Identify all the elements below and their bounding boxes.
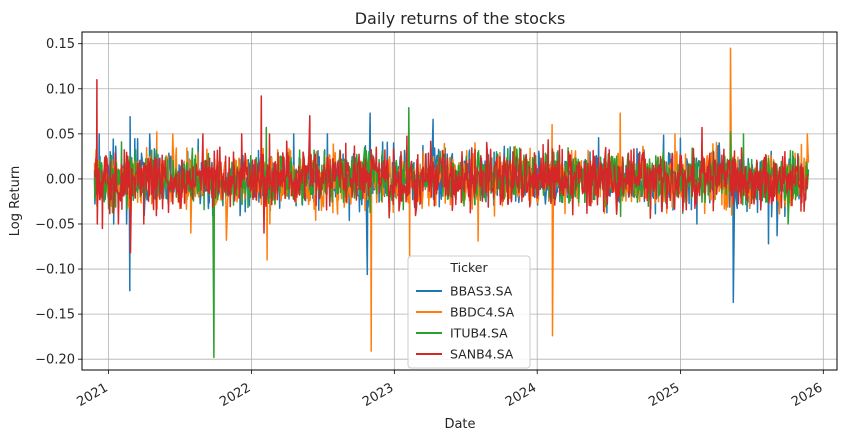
y-tick-label: −0.15 bbox=[35, 308, 75, 323]
legend-title: Ticker bbox=[449, 260, 488, 275]
legend-label: ITUB4.SA bbox=[450, 326, 508, 341]
legend-label: BBAS3.SA bbox=[450, 284, 513, 299]
chart-title: Daily returns of the stocks bbox=[355, 9, 566, 28]
y-axis-label: Log Return bbox=[8, 166, 23, 237]
x-axis-label: Date bbox=[444, 417, 475, 432]
legend-label: SANB4.SA bbox=[450, 347, 514, 362]
y-tick-label: 0.05 bbox=[46, 127, 75, 142]
y-tick-label: 0.15 bbox=[46, 37, 75, 52]
legend-box bbox=[407, 255, 531, 369]
series-line-SANB4.SA bbox=[94, 79, 810, 254]
legend-label: BBDC4.SA bbox=[450, 305, 515, 320]
plot-frame bbox=[81, 31, 838, 371]
series-layer bbox=[93, 47, 810, 359]
y-tick-label: 0.10 bbox=[46, 82, 75, 97]
legend: Ticker BBAS3.SA BBDC4.SA ITUB4.SA SANB4.SA bbox=[407, 255, 531, 369]
y-axis: −0.20 −0.15 −0.10 −0.05 0.00 0.05 0.10 0.15 bbox=[35, 37, 82, 368]
y-tick-label: −0.05 bbox=[35, 217, 75, 232]
y-tick-label: −0.20 bbox=[35, 353, 75, 368]
y-tick-label: −0.10 bbox=[35, 263, 75, 278]
y-tick-label: 0.00 bbox=[46, 172, 75, 187]
